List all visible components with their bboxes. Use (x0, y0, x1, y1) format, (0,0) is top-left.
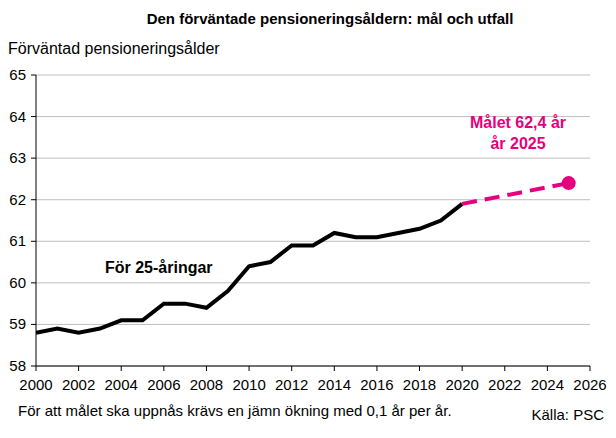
x-tick (121, 366, 122, 371)
grid-line (36, 366, 590, 367)
y-tick (31, 158, 36, 159)
y-tick (31, 241, 36, 242)
grid-line (36, 158, 590, 159)
y-tick (31, 199, 36, 200)
y-tick (31, 282, 36, 283)
chart: Den förväntade pensioneringsåldern: mål … (0, 0, 616, 438)
y-tick (31, 75, 36, 76)
x-tick (547, 366, 548, 371)
x-tick (36, 366, 37, 371)
point (562, 176, 576, 190)
grid-line (36, 75, 590, 76)
y-tick-label: 61 (9, 232, 26, 249)
x-tick (206, 366, 207, 371)
x-tick (78, 366, 79, 371)
x-tick (249, 366, 250, 371)
title: Den förväntade pensioneringsåldern: mål … (147, 10, 514, 27)
y-tick-label: 58 (9, 357, 26, 374)
x-tick-label: 2014 (318, 376, 351, 393)
footnote: För att målet ska uppnås krävs en jämn ö… (18, 402, 452, 419)
y-axis (36, 75, 37, 366)
y-tick-label: 64 (9, 108, 26, 125)
y-tick (31, 116, 36, 117)
source: Källa: PSC (531, 406, 604, 423)
x-tick-label: 2018 (403, 376, 436, 393)
y-tick-label: 65 (9, 66, 26, 83)
x-tick (291, 366, 292, 371)
line (462, 183, 569, 204)
x-tick-label: 2006 (147, 376, 180, 393)
grid-line (36, 241, 590, 242)
x-axis (36, 366, 590, 367)
annotation: år 2025 (490, 135, 545, 152)
x-tick-label: 2024 (531, 376, 564, 393)
series-label: För 25-åringar (105, 259, 213, 276)
grid-line (36, 199, 590, 200)
x-tick-label: 2026 (573, 376, 606, 393)
x-tick-label: 2004 (105, 376, 138, 393)
y-axis-label: Förväntad pensioneringsålder (8, 40, 220, 57)
y-tick (31, 366, 36, 367)
x-tick-label: 2022 (488, 376, 521, 393)
line (36, 204, 462, 333)
x-tick-label: 2010 (232, 376, 265, 393)
grid-line (36, 324, 590, 325)
x-tick-label: 2020 (445, 376, 478, 393)
x-tick-label: 2000 (19, 376, 52, 393)
x-tick-label: 2008 (190, 376, 223, 393)
y-tick-label: 63 (9, 149, 26, 166)
x-tick (334, 366, 335, 371)
y-tick-label: 59 (9, 315, 26, 332)
grid-line (36, 282, 590, 283)
x-tick (590, 366, 591, 371)
x-tick-label: 2016 (360, 376, 393, 393)
y-tick-label: 62 (9, 191, 26, 208)
grid (36, 75, 590, 366)
y-tick-label: 60 (9, 274, 26, 291)
x-tick (419, 366, 420, 371)
y-tick (31, 324, 36, 325)
x-tick-label: 2002 (62, 376, 95, 393)
x-tick-label: 2012 (275, 376, 308, 393)
x-tick (163, 366, 164, 371)
x-tick (504, 366, 505, 371)
x-tick (376, 366, 377, 371)
x-tick (462, 366, 463, 371)
marks (36, 176, 576, 333)
annotation: Målet 62,4 år (470, 114, 566, 131)
